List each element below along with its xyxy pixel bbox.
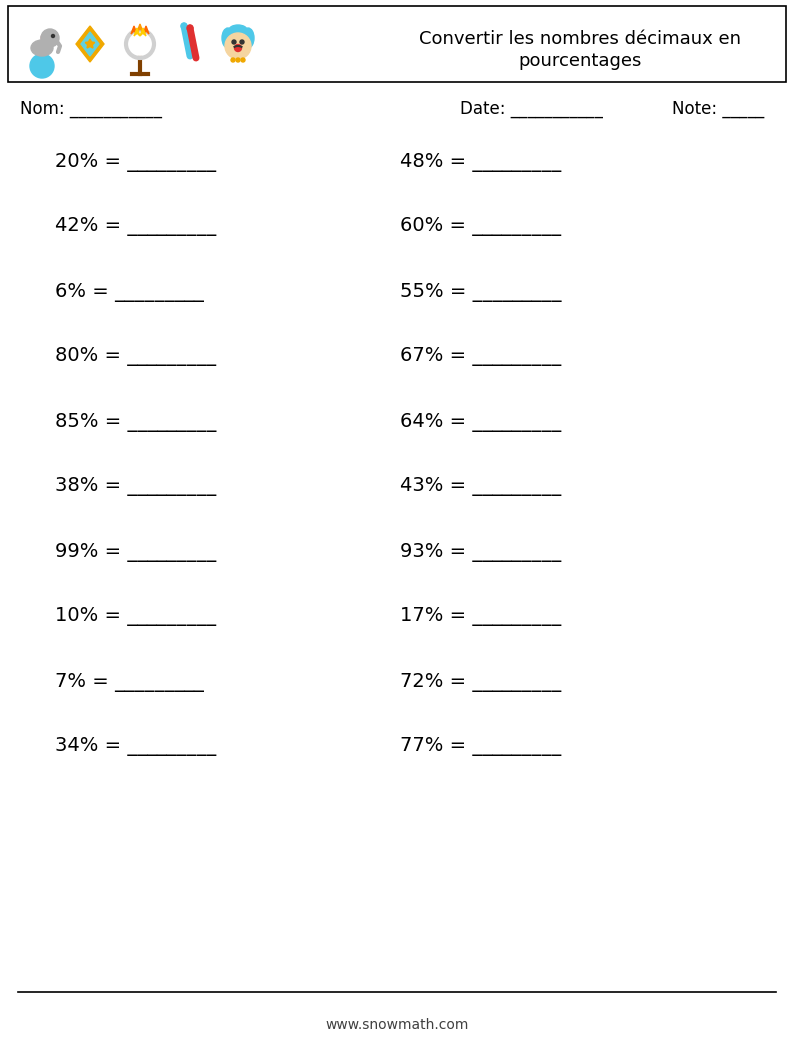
Text: 7% = _________: 7% = _________ [55, 673, 204, 692]
Polygon shape [134, 28, 140, 36]
Text: Date: ___________: Date: ___________ [460, 100, 603, 118]
Text: Convertir les nombres décimaux en: Convertir les nombres décimaux en [419, 29, 741, 48]
Text: 55% = _________: 55% = _________ [400, 282, 561, 301]
Text: 10% = _________: 10% = _________ [55, 608, 216, 627]
Circle shape [241, 58, 245, 62]
Text: 67% = _________: 67% = _________ [400, 347, 561, 366]
Text: 6% = _________: 6% = _________ [55, 282, 204, 301]
Text: 60% = _________: 60% = _________ [400, 218, 561, 237]
Text: 34% = _________: 34% = _________ [55, 737, 216, 756]
Ellipse shape [242, 28, 254, 48]
Text: 85% = _________: 85% = _________ [55, 413, 217, 432]
Text: 64% = _________: 64% = _________ [400, 413, 561, 432]
Polygon shape [143, 26, 149, 34]
Circle shape [234, 44, 241, 52]
Circle shape [225, 33, 251, 59]
Polygon shape [76, 26, 104, 62]
Circle shape [232, 40, 236, 44]
Ellipse shape [222, 28, 234, 48]
Text: 38% = _________: 38% = _________ [55, 477, 216, 497]
Circle shape [52, 35, 55, 38]
Text: Note: _____: Note: _____ [672, 100, 765, 118]
Polygon shape [85, 39, 94, 48]
Circle shape [240, 40, 244, 44]
Text: Nom: ___________: Nom: ___________ [20, 100, 162, 118]
Polygon shape [140, 28, 146, 36]
Circle shape [41, 29, 59, 47]
Text: 93% = _________: 93% = _________ [400, 542, 561, 561]
Text: 20% = _________: 20% = _________ [55, 153, 216, 172]
Text: 99% = _________: 99% = _________ [55, 542, 216, 561]
Ellipse shape [229, 25, 247, 35]
Text: 72% = _________: 72% = _________ [400, 673, 561, 692]
Polygon shape [137, 24, 143, 32]
Text: 80% = _________: 80% = _________ [55, 347, 216, 366]
Text: 42% = _________: 42% = _________ [55, 218, 216, 237]
Ellipse shape [31, 40, 53, 56]
Text: pourcentages: pourcentages [518, 52, 642, 69]
FancyBboxPatch shape [8, 6, 786, 82]
Polygon shape [81, 32, 99, 56]
Text: 48% = _________: 48% = _________ [400, 153, 561, 172]
Text: www.snowmath.com: www.snowmath.com [326, 1018, 468, 1032]
Ellipse shape [41, 34, 47, 42]
Circle shape [231, 58, 235, 62]
Text: 17% = _________: 17% = _________ [400, 608, 561, 627]
Circle shape [181, 23, 187, 29]
Circle shape [187, 25, 193, 31]
Polygon shape [131, 26, 137, 34]
Text: 77% = _________: 77% = _________ [400, 737, 561, 756]
Circle shape [30, 54, 54, 78]
Circle shape [236, 58, 240, 62]
Text: 43% = _________: 43% = _________ [400, 477, 561, 497]
